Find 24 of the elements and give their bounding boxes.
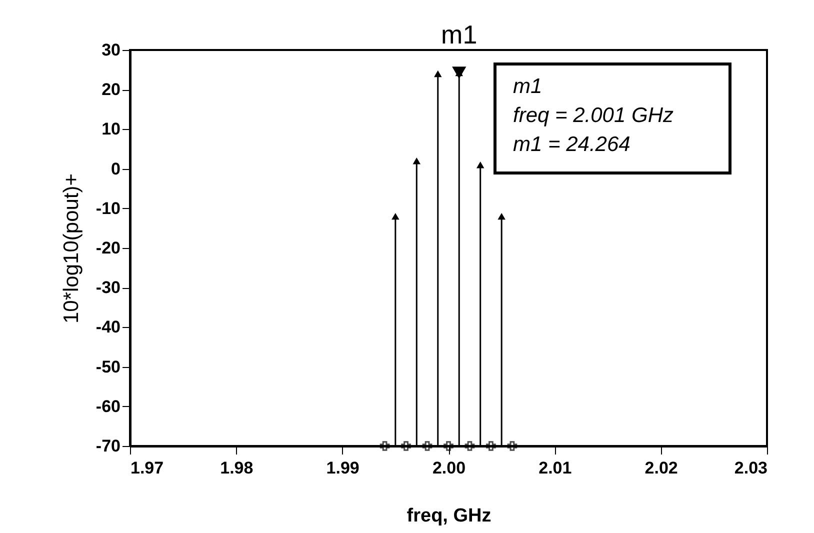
annotation: m1 bbox=[513, 75, 542, 98]
y-tick-label: 20 bbox=[102, 80, 120, 100]
y-tick-label: -50 bbox=[96, 357, 120, 376]
y-tick-label: -10 bbox=[96, 198, 120, 218]
y-tick-label: -40 bbox=[96, 318, 120, 337]
x-tick-label: 1.99 bbox=[326, 458, 360, 478]
x-tick-label: 2.00 bbox=[432, 458, 466, 478]
x-tick-label: 1.97 bbox=[130, 458, 164, 478]
annotation: m1 bbox=[441, 20, 478, 50]
x-tick-label: 2.01 bbox=[538, 458, 572, 478]
x-axis-title: freq, GHz bbox=[406, 506, 492, 526]
x-tick-label: 2.03 bbox=[734, 458, 768, 478]
x-tick-label: 1.98 bbox=[220, 458, 254, 478]
x-tick-label: 2.02 bbox=[644, 458, 678, 478]
y-tick-label: -30 bbox=[96, 278, 120, 298]
y-tick-label: 30 bbox=[102, 40, 120, 60]
y-tick-label: -60 bbox=[96, 396, 120, 416]
y-axis-title: 10*log10(pout)+ bbox=[60, 173, 83, 324]
y-tick-label: -70 bbox=[96, 436, 120, 456]
y-tick-label: 10 bbox=[102, 120, 120, 139]
y-tick-label: -20 bbox=[96, 238, 120, 258]
y-tick-label: 0 bbox=[111, 159, 120, 178]
annotation: freq = 2.001 GHz bbox=[513, 104, 674, 127]
annotation: m1 = 24.264 bbox=[513, 133, 630, 156]
